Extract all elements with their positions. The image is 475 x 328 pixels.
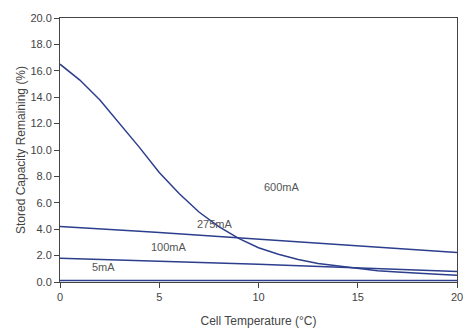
svg-text:600mA: 600mA — [264, 181, 300, 193]
svg-text:0.0: 0.0 — [37, 276, 52, 288]
svg-text:8.0: 8.0 — [37, 170, 52, 182]
svg-text:2.0: 2.0 — [37, 249, 52, 261]
svg-text:12.0: 12.0 — [30, 117, 51, 129]
svg-text:4.0: 4.0 — [37, 223, 52, 235]
svg-text:5mA: 5mA — [92, 261, 115, 273]
svg-text:275mA: 275mA — [197, 218, 233, 230]
svg-text:Cell Temperature (°C): Cell Temperature (°C) — [201, 314, 317, 328]
svg-text:20: 20 — [451, 291, 463, 303]
svg-text:10: 10 — [252, 291, 264, 303]
svg-text:18.0: 18.0 — [30, 38, 51, 50]
svg-text:10.0: 10.0 — [30, 144, 51, 156]
svg-text:16.0: 16.0 — [30, 65, 51, 77]
svg-text:20.0: 20.0 — [30, 12, 51, 24]
svg-text:6.0: 6.0 — [37, 197, 52, 209]
svg-text:Stored Capacity Remaining (%): Stored Capacity Remaining (%) — [14, 66, 28, 234]
svg-text:0: 0 — [57, 291, 63, 303]
svg-text:15: 15 — [352, 291, 364, 303]
svg-text:5: 5 — [156, 291, 162, 303]
svg-text:100mA: 100mA — [151, 241, 187, 253]
svg-text:14.0: 14.0 — [30, 91, 51, 103]
